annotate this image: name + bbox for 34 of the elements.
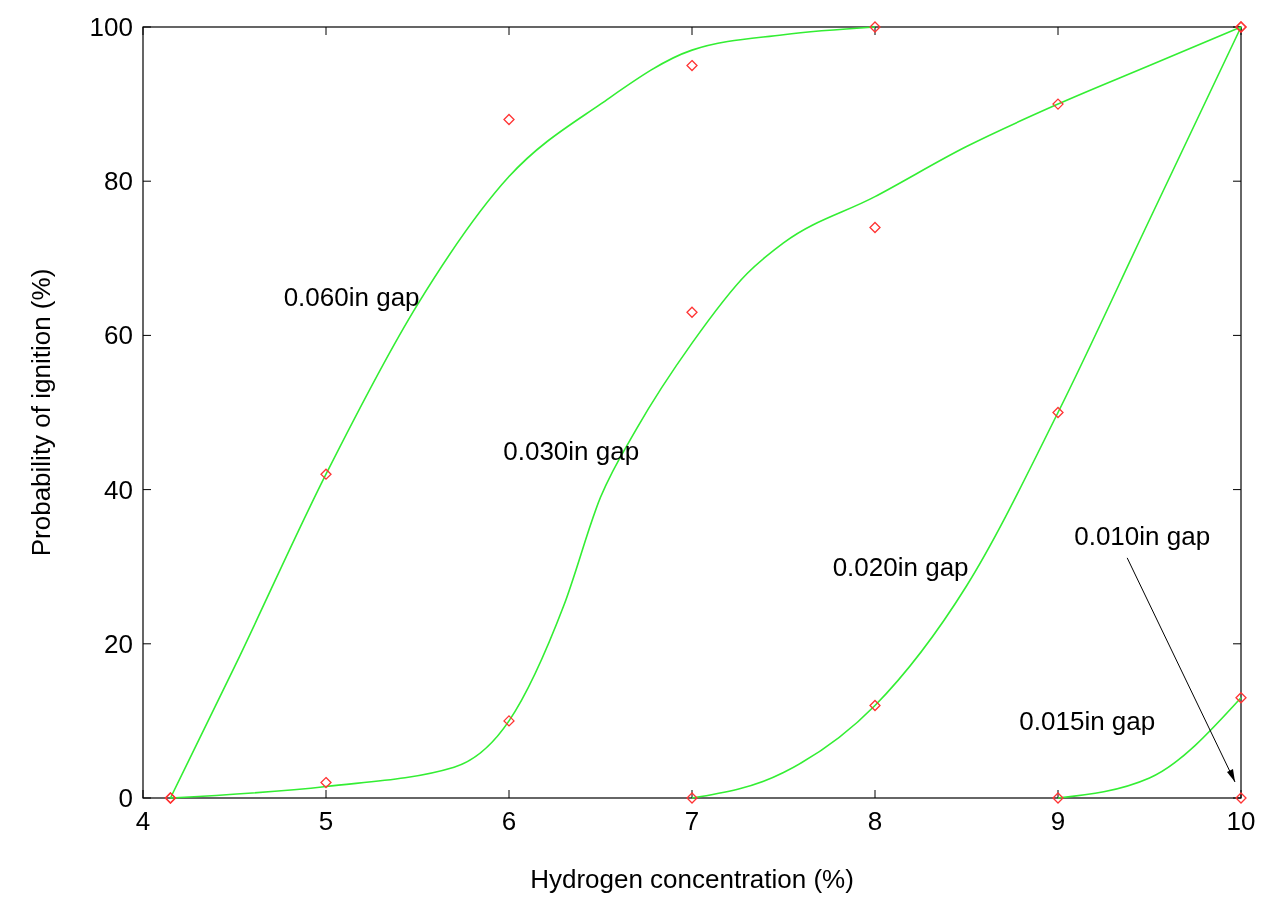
annotation: 0.020in gap [832,551,969,582]
x-tick-label: 6 [501,806,517,836]
x-tick-label: 4 [135,806,151,836]
point [320,468,332,480]
point [1235,792,1247,804]
x-tick-label: 7 [684,806,700,836]
point [869,21,881,33]
point [1235,692,1247,704]
y-tick-label: 0 [118,783,133,813]
point [1052,406,1064,419]
point [869,221,881,234]
point [686,59,698,72]
point [869,699,881,712]
y-tick-label: 80 [104,166,133,197]
point [686,306,698,318]
y-tick-label: 20 [104,628,133,659]
annotation: 0.015in gap [1019,705,1156,736]
point [1052,98,1064,110]
y-tick-label: 60 [104,320,133,351]
annotation: 0.010in gap [1074,520,1211,551]
point [686,792,698,804]
point [320,776,332,789]
point [1052,792,1064,804]
y-tick-label: 40 [104,474,133,505]
point [503,715,515,727]
x-tick-label: 10 [1226,806,1256,836]
x-axis-title: Hydrogen concentration (%) [530,864,854,894]
x-tick-label: 5 [318,806,334,836]
annotation: 0.060in gap [283,281,420,312]
y-tick-label: 100 [89,12,133,42]
x-tick-label: 8 [867,806,883,836]
y-axis-title: Probability of ignition (%) [26,268,56,557]
point [503,113,515,126]
x-tick-label: 9 [1050,806,1066,836]
